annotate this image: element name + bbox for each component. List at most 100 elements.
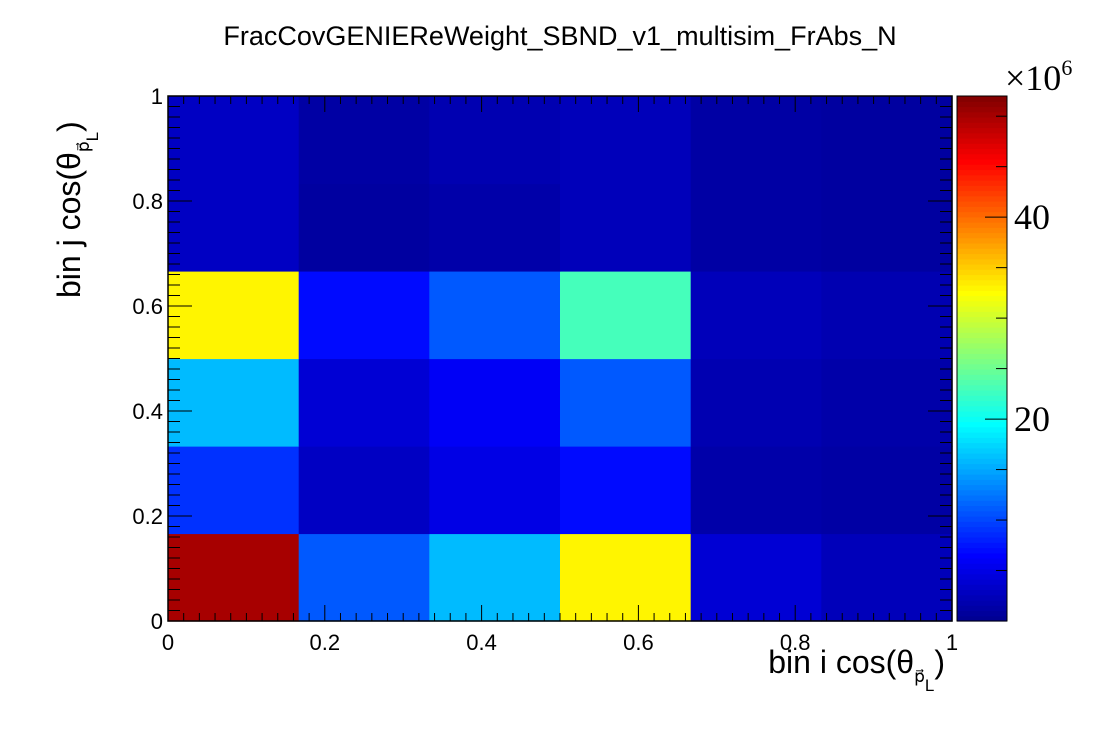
color-scale-segment: [957, 164, 1007, 171]
color-scale-segment: [957, 573, 1007, 580]
color-scale-segment: [957, 321, 1007, 328]
heatmap-cell-r3-c0: [168, 270, 300, 360]
color-scale-segment: [957, 589, 1007, 596]
color-scale-segment: [957, 353, 1007, 360]
color-scale-multiplier-base: ×10: [1005, 58, 1061, 98]
color-scale-segment: [957, 211, 1007, 218]
y-axis-label-subsub: L: [83, 132, 102, 141]
heatmap-cell-r2-c3: [560, 358, 692, 447]
color-scale-segment: [957, 342, 1007, 349]
heatmap-cell-r5-c3: [560, 96, 692, 185]
x-tick-label: 0.4: [466, 630, 497, 655]
heatmap-cell-r2-c0: [168, 358, 300, 447]
color-scale-segment: [957, 552, 1007, 559]
color-scale-segment: [957, 258, 1007, 265]
heatmap-cell-r5-c1: [298, 96, 430, 185]
heatmap-cell-r3-c2: [429, 270, 561, 360]
color-scale-segment: [957, 327, 1007, 333]
y-tick-label: 0.6: [132, 294, 163, 319]
color-scale-segment: [957, 117, 1007, 123]
heatmap-cells: [168, 96, 953, 622]
heatmap-cell-r3-c3: [560, 270, 692, 360]
heatmap-cell-r1-c1: [298, 446, 430, 535]
color-scale-multiplier: ×106: [1005, 55, 1072, 98]
heatmap-cell-r0-c5: [821, 533, 953, 622]
color-scale-segment: [957, 358, 1007, 365]
heatmap-cell-r4-c0: [168, 183, 300, 272]
color-scale-segment: [957, 243, 1007, 249]
color-scale-segment: [957, 479, 1007, 486]
heatmap-cell-r5-c5: [821, 96, 953, 185]
color-scale-segment: [957, 484, 1007, 491]
x-axis-label: bin i cos(θp⃗L): [768, 644, 945, 695]
color-scale-segment: [957, 458, 1007, 465]
color-scale-segment: [957, 332, 1007, 339]
x-axis-label-subsub: L: [925, 676, 934, 695]
color-scale-segment: [957, 510, 1007, 517]
x-tick-label: 0.8: [780, 630, 811, 655]
color-scale-segment: [957, 558, 1007, 564]
y-axis-label-sub: p⃗: [74, 141, 93, 152]
color-scale-segment: [957, 453, 1007, 459]
color-scale-bar: [956, 95, 1008, 622]
color-scale-segment: [957, 584, 1007, 591]
heatmap-cell-r3-c4: [690, 270, 822, 360]
color-scale-segment: [957, 432, 1007, 438]
color-scale-segment: [957, 127, 1007, 134]
chart-title: FracCovGENIEReWeight_SBND_v1_multisim_Fr…: [223, 21, 896, 51]
color-scale-segment: [957, 521, 1007, 528]
heatmap-cell-r1-c3: [560, 446, 692, 535]
color-scale-segment: [957, 542, 1007, 549]
color-scale-segment: [957, 279, 1007, 286]
heatmap-cell-r5-c4: [690, 96, 822, 185]
color-scale-segment: [957, 195, 1007, 202]
color-scale-segment: [957, 411, 1007, 417]
color-scale-segment: [957, 516, 1007, 522]
color-scale-segment: [957, 227, 1007, 234]
color-scale-segment: [957, 337, 1007, 344]
color-scale-segment: [957, 285, 1007, 291]
heatmap-cell-r4-c1: [298, 183, 430, 272]
color-scale-segment: [957, 374, 1007, 381]
x-axis-ticks: 0 0.2 0.4 0.6 0.8 1: [162, 96, 958, 655]
heatmap-cell-r4-c3: [560, 183, 692, 272]
color-scale-segment: [957, 148, 1007, 155]
heatmap-cell-r3-c1: [298, 270, 430, 360]
color-scale-segment: [957, 468, 1007, 475]
color-scale-segment: [957, 96, 1007, 102]
x-axis-label-prefix: bin i cos(θ: [768, 644, 914, 680]
x-tick-label: 0.2: [310, 630, 341, 655]
color-scale-segment: [957, 495, 1007, 501]
color-scale-segment: [957, 447, 1007, 454]
x-tick-label: 1: [946, 630, 958, 655]
color-scale-segment: [957, 384, 1007, 391]
y-tick-label: 0.4: [132, 399, 163, 424]
color-scale-segment: [957, 274, 1007, 281]
color-scale-segment: [957, 363, 1007, 370]
color-scale-segment: [957, 316, 1007, 323]
color-scale-segment: [957, 426, 1007, 433]
heatmap-cell-r0-c4: [690, 533, 822, 622]
color-scale-segment: [957, 216, 1007, 223]
color-scale-segment: [957, 174, 1007, 181]
color-scale-segment: [957, 526, 1007, 533]
color-scale-segment: [957, 610, 1007, 617]
color-scale-segment: [957, 190, 1007, 197]
color-scale-segment: [957, 537, 1007, 543]
heatmap-cell-r4-c4: [690, 183, 822, 272]
color-scale-segment: [957, 348, 1007, 354]
y-tick-label: 1: [151, 84, 163, 109]
heatmap-cell-r0-c2: [429, 533, 561, 622]
color-scale-segment: [957, 615, 1007, 622]
color-scale-segment: [957, 311, 1007, 318]
color-scale-segment: [957, 111, 1007, 118]
y-tick-label: 0.8: [132, 189, 163, 214]
color-scale-segment: [957, 463, 1007, 470]
color-scale-segment: [957, 159, 1007, 165]
heatmap-cell-r2-c2: [429, 358, 561, 447]
heatmap-cell-r2-c4: [690, 358, 822, 447]
color-scale-segment: [957, 600, 1007, 606]
color-scale-segment: [957, 101, 1007, 108]
color-scale-segment: [957, 563, 1007, 570]
color-scale-segment: [957, 106, 1007, 113]
